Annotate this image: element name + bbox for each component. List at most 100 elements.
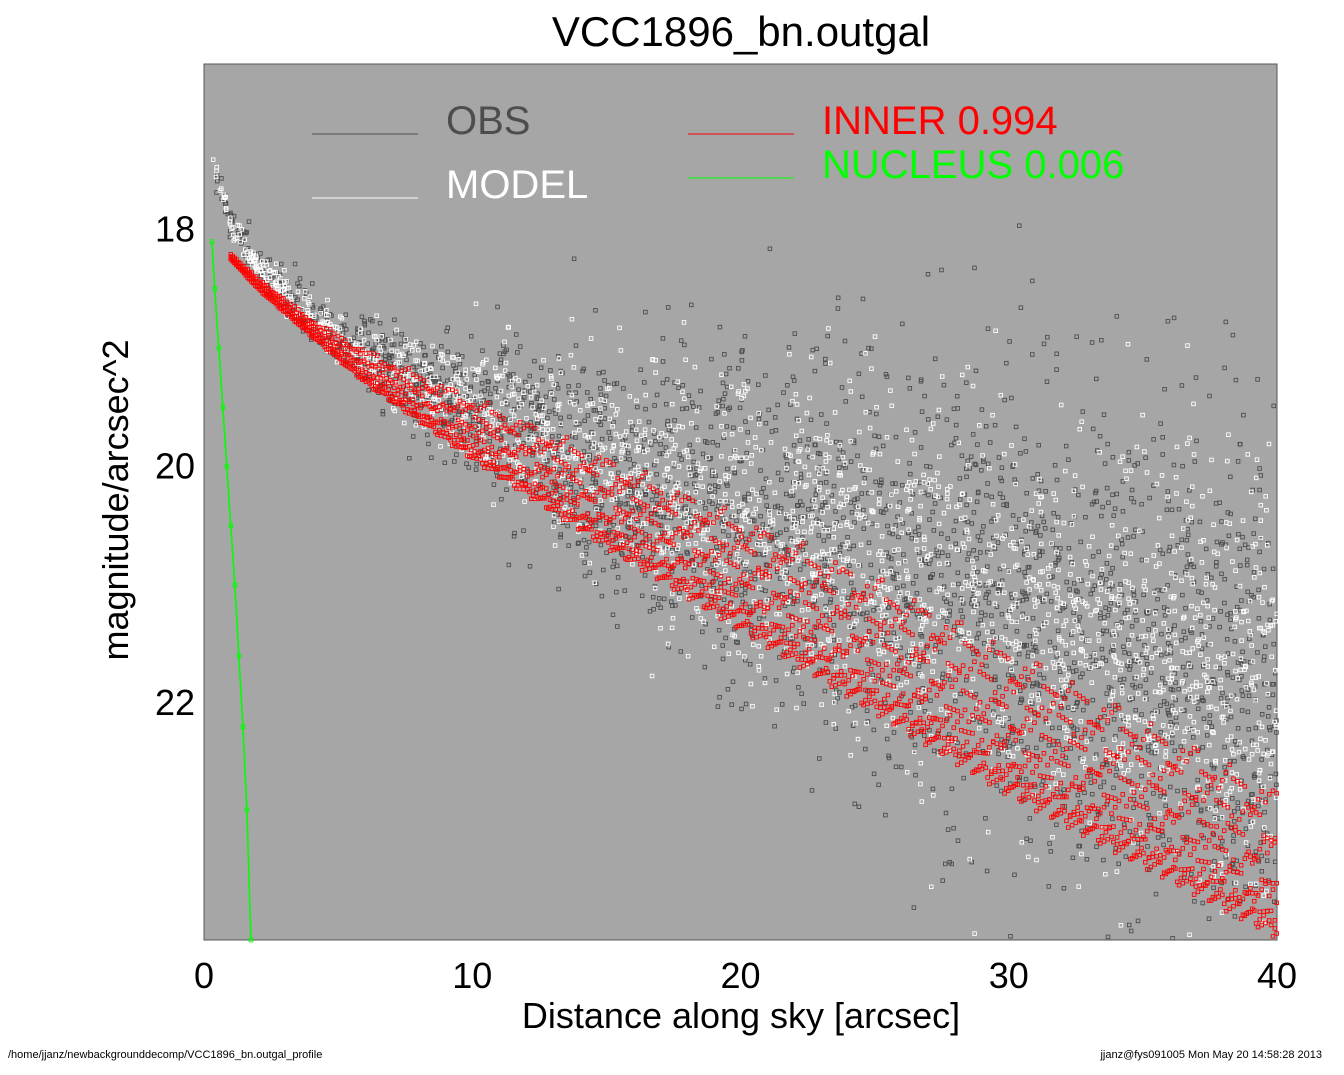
model-point: [1123, 527, 1128, 532]
obs-point: [983, 583, 989, 588]
obs-point: [571, 256, 577, 262]
obs-point: [968, 454, 974, 459]
obs-point: [1028, 838, 1033, 843]
obs-point: [758, 468, 763, 473]
obs-point: [971, 548, 976, 553]
obs-point: [723, 635, 728, 641]
obs-point: [623, 534, 629, 539]
obs-point: [1185, 526, 1190, 532]
obs-point: [1018, 451, 1023, 456]
model-point: [1088, 665, 1093, 670]
obs-point: [1246, 545, 1251, 550]
obs-point: [1100, 737, 1106, 742]
obs-point: [866, 540, 872, 546]
obs-point: [601, 399, 607, 405]
obs-point: [558, 415, 563, 421]
obs-point: [1259, 869, 1265, 874]
model-point: [648, 471, 653, 477]
obs-point: [1209, 575, 1214, 581]
obs-point: [1048, 849, 1054, 854]
model-point: [877, 496, 882, 502]
obs-point: [1098, 576, 1103, 581]
obs-point: [819, 412, 824, 417]
obs-point: [893, 523, 899, 528]
model-point: [993, 328, 998, 334]
obs-point: [996, 684, 1002, 690]
obs-point: [736, 556, 741, 561]
obs-point: [1078, 539, 1083, 545]
obs-point: [994, 783, 1000, 788]
obs-point: [1220, 690, 1225, 696]
obs-point: [1096, 549, 1101, 555]
obs-point: [1027, 816, 1033, 821]
obs-point: [1251, 594, 1256, 600]
obs-point: [947, 608, 952, 614]
model-point: [676, 423, 682, 429]
model-point: [361, 337, 367, 343]
obs-point: [582, 573, 588, 579]
obs-point: [916, 664, 922, 669]
model-point: [823, 452, 828, 457]
obs-point: [940, 878, 945, 883]
obs-point: [941, 382, 947, 388]
obs-point: [633, 529, 638, 535]
obs-point: [845, 595, 851, 601]
obs-point: [1010, 513, 1016, 518]
obs-point: [1101, 412, 1107, 417]
obs-point: [768, 524, 773, 530]
obs-point: [910, 581, 916, 586]
obs-point: [1074, 700, 1080, 706]
obs-point: [1030, 278, 1035, 284]
model-point: [1199, 560, 1205, 565]
obs-point: [1180, 664, 1186, 670]
obs-point: [1108, 600, 1114, 606]
obs-point: [1103, 658, 1109, 663]
model-point: [1207, 806, 1213, 811]
obs-point: [444, 328, 449, 334]
obs-point: [788, 536, 794, 541]
obs-point: [576, 383, 581, 388]
obs-point: [1054, 477, 1060, 483]
obs-point: [725, 407, 731, 412]
model-point: [959, 586, 965, 591]
model-point: [540, 427, 545, 432]
obs-point: [573, 489, 579, 495]
obs-point: [1257, 549, 1262, 555]
obs-point: [855, 496, 860, 501]
model-point: [806, 607, 811, 612]
model-point: [890, 715, 896, 721]
obs-point: [433, 349, 438, 355]
model-point: [789, 489, 794, 494]
obs-point: [1041, 341, 1047, 347]
obs-point: [527, 373, 532, 379]
obs-point: [495, 304, 500, 310]
obs-point: [343, 312, 349, 317]
obs-point: [1172, 748, 1178, 754]
obs-point: [495, 428, 501, 434]
obs-point: [703, 505, 708, 511]
obs-point: [890, 531, 895, 537]
obs-point: [1047, 841, 1052, 846]
obs-point: [1094, 499, 1099, 504]
model-point: [461, 394, 467, 399]
obs-point: [1148, 670, 1154, 675]
obs-point: [998, 788, 1004, 794]
obs-point: [1162, 613, 1168, 618]
model-point: [916, 705, 922, 710]
obs-point: [425, 374, 430, 380]
obs-point: [715, 484, 721, 490]
obs-point: [1179, 812, 1185, 817]
model-point: [763, 547, 769, 552]
obs-point: [1230, 332, 1236, 338]
obs-point: [661, 514, 666, 520]
obs-point: [856, 804, 862, 809]
obs-point: [991, 677, 997, 683]
model-point: [1256, 720, 1262, 726]
obs-point: [554, 382, 559, 387]
obs-point: [691, 404, 696, 409]
obs-point: [1180, 463, 1185, 469]
obs-point: [1266, 705, 1272, 710]
obs-point: [1209, 724, 1215, 729]
obs-point: [707, 483, 713, 489]
obs-point: [1057, 725, 1062, 731]
